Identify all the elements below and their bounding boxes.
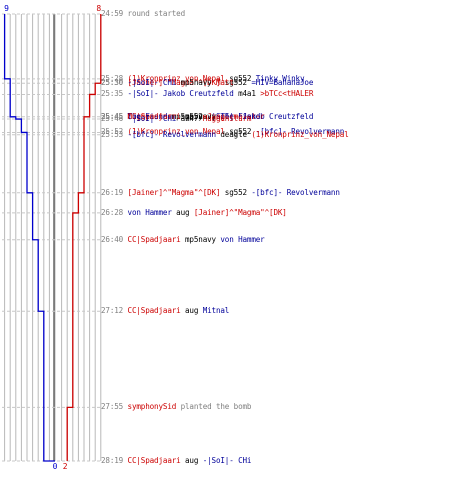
kill-feed-row: 25:52 (1)Kronprinz_von_Nepal sg552 -[bfc… [101,127,344,136]
kill-feed-row: 27:55 symphonySid planted the bomb [101,402,251,411]
player-name: (1)Kronprinz_von_Nepal [127,127,225,137]
kill-feed-row: 25:53 -[bfc]- Revolvermann deagle (1)Kro… [101,130,349,139]
weapon-name: sg552 [224,127,256,137]
kill-feed-row: 26:40 CC|Spadjaari mp5navy von Hammer [101,235,265,244]
kill-feed-row: 25:45 CC|Spadjaari mp5navy The Fiend [101,112,260,121]
player-name: von Hammer [220,234,265,244]
event-message: planted the bomb [176,402,252,412]
player-name: von Hammer [127,207,172,217]
event-time: 24:59 [101,9,124,18]
kill-feed-row: 26:19 [Jainer]^"Magma"^[DK] sg552 -[bfc]… [101,188,340,197]
player-name: -|SoI|- CHi [127,114,177,124]
weapon-name: aug [180,306,203,316]
event-time: 25:45 [101,111,124,121]
player-name: CC|Spadjaari [127,234,181,244]
player-name: (1)Kronprinz_von_Nepal [251,129,349,139]
player-name: Tinky Winky [255,73,305,83]
event-time: 27:12 [101,306,124,316]
player-name: -|SoI|- CHi [202,456,252,465]
player-name: CC|Spadjaari [127,306,181,316]
player-name: =HIV=BananaJoe [251,78,314,88]
player-name: -|SoI|- Jakob Creutzfeld [127,89,234,99]
player-name: -[bfc]- Revolvermann [255,127,345,137]
weapon-name: aug [180,456,203,465]
weapon-name: aug [171,207,194,217]
player-name: The Fiend [127,111,168,121]
kill-feed-row: 25:30 [Jainer]^"Magma"^[DK] sg552 =HIV=B… [101,78,313,87]
kill-feed-row: 25:28 (1)Kronprinz_von_Nepal sg552 Tinky… [101,73,305,83]
weapon-name: m4a1 [233,89,261,99]
player-name: (1)Kronprinz_von_Nepal [127,73,225,83]
player-name: Muggensturm [202,114,252,124]
kill-feed-row: 25:46 -|SoI|- CHi ak47 Muggensturm [101,114,251,123]
kill-feed-row: 28:19 CC|Spadjaari aug -|SoI|- CHi [101,456,251,465]
red-start-score: 8 [96,4,101,13]
player-name: -[bfc]- Revolvermann [251,187,340,197]
event-time: 25:35 [101,89,124,99]
weapon-name: mp5navy [180,234,221,244]
blue-end-score: 0 [53,462,58,471]
event-time: 25:53 [101,129,124,139]
blue-start-score: 9 [4,4,9,13]
event-time: 28:19 [101,456,124,465]
player-name: Matt [215,78,234,88]
player-name: Jaegermeister [207,111,265,121]
event-time: 25:52 [101,127,124,137]
event-time: 25:30 [101,78,124,88]
event-time: 25:46 [101,114,124,124]
event-time: 26:19 [101,187,124,197]
weapon-name: ak47 [176,114,203,124]
event-time: 26:40 [101,234,124,244]
event-time: 25:30 [101,78,124,88]
player-name: Mitnal [202,306,230,316]
event-time: 26:28 [101,207,124,217]
kill-feed-row: 25:45 Muggensturm sg552 -|SoI|- Jakob Cr… [101,112,313,121]
player-name: -|SoI|- CHi [127,78,177,88]
player-name: CC|Spadjaari [127,456,181,465]
player-name: >bTCc<tHALER [260,89,314,99]
red-end-score: 2 [63,462,68,471]
event-time: 25:28 [101,73,124,83]
kill-feed-row: 26:28 von Hammer aug [Jainer]^"Magma"^[D… [101,208,287,217]
player-name: [Jainer]^"Magma"^[DK] [193,207,287,217]
weapon-name: deagle [215,129,252,139]
kill-feed-row: 24:59 round started [101,9,185,18]
weapon-name: mp5navy [180,111,221,121]
series-blue-team-line [3,14,55,462]
weapon-name: mp5navy [176,78,216,88]
series-red-team-line [66,14,102,461]
kill-feed-row: 27:12 CC|Spadjaari aug Mitnal [101,306,229,315]
weapon-name: mp5navy [167,111,208,121]
weapon-name: sg552 [220,187,252,197]
weapon-name: sg552 [176,111,208,121]
kill-feed-row: 25:45 The Fiend mp5navy Jaegermeister [101,112,265,121]
player-name: [Jainer]^"Magma"^[DK] [127,187,221,197]
player-name: symphonySid [127,402,177,412]
kill-feed-row: 25:35 -|SoI|- Jakob Creutzfeld m4a1 >bTC… [101,89,313,98]
event-message: round started [127,9,186,18]
event-time: 25:45 [101,111,124,121]
player-name: -[bfc]- Revolvermann [127,129,217,139]
player-name: -|SoI|- Jakob Creutzfeld [207,111,314,121]
weapon-name: sg552 [220,78,252,88]
player-name: CC|Spadjaari [127,111,181,121]
weapon-name: sg552 [224,73,256,83]
event-time: 27:55 [101,402,124,412]
player-name: [Jainer]^"Magma"^[DK] [127,78,221,88]
kill-feed-row: 25:30 -|SoI|- CHi mp5navy Matt [101,78,234,87]
event-time: 25:45 [101,111,124,121]
player-name: Muggensturm [127,111,177,121]
player-name: The Fiend [220,111,261,121]
